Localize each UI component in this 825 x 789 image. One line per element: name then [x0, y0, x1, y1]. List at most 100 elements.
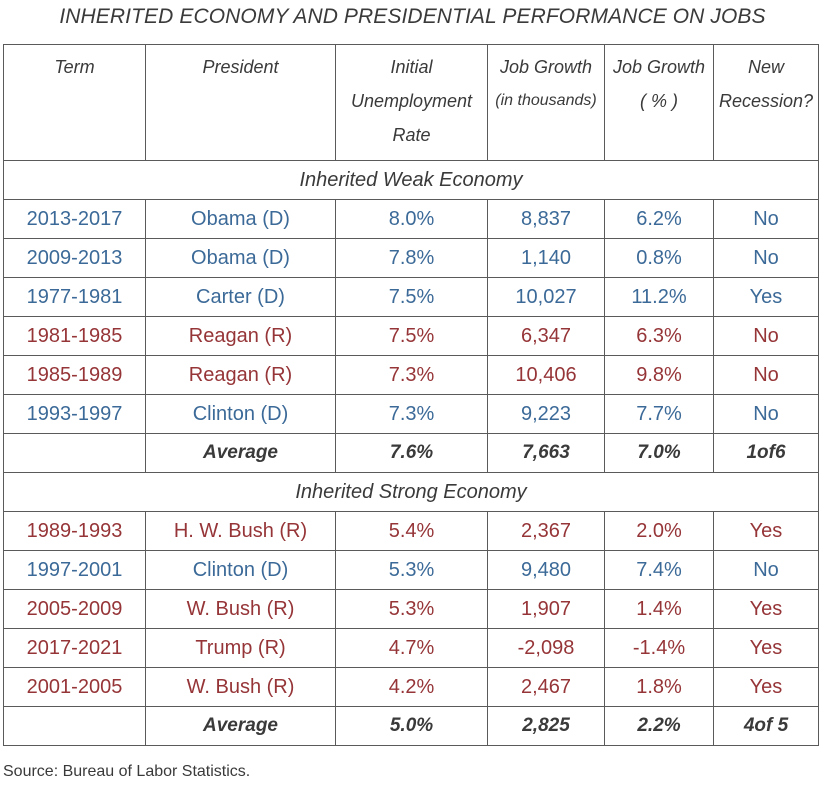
- term-cell: 2017-2021: [3, 628, 146, 668]
- recession-cell: Yes: [713, 277, 819, 317]
- header-job-growth-abs: Job Growth (in thousands): [487, 44, 605, 161]
- term-cell: 2013-2017: [3, 199, 146, 239]
- job-growth-pct-cell: 9.8%: [604, 355, 714, 395]
- president-cell: Clinton (D): [145, 394, 336, 434]
- unemployment-cell: 8.0%: [335, 199, 488, 239]
- job-growth-pct-cell: 7.7%: [604, 394, 714, 434]
- unemployment-cell: 7.3%: [335, 394, 488, 434]
- unemployment-cell: 5.3%: [335, 550, 488, 590]
- section-label: Inherited Strong Economy: [3, 472, 819, 512]
- average-job-growth-pct: 7.0%: [604, 433, 714, 473]
- president-cell: W. Bush (R): [145, 667, 336, 707]
- header-unemployment: Initial Unemployment Rate: [335, 44, 488, 161]
- table-row: 2017-2021 Trump (R) 4.7% -2,098 -1.4% Yes: [3, 628, 819, 668]
- average-empty-cell: [3, 706, 146, 746]
- average-recession: 4of 5: [713, 706, 819, 746]
- president-cell: Trump (R): [145, 628, 336, 668]
- recession-cell: No: [713, 238, 819, 278]
- term-cell: 1977-1981: [3, 277, 146, 317]
- average-label: Average: [145, 706, 336, 746]
- unemployment-cell: 4.7%: [335, 628, 488, 668]
- job-growth-cell: 10,027: [487, 277, 605, 317]
- recession-cell: Yes: [713, 589, 819, 629]
- term-cell: 1997-2001: [3, 550, 146, 590]
- job-growth-pct-cell: 6.3%: [604, 316, 714, 356]
- average-empty-cell: [3, 433, 146, 473]
- president-cell: Carter (D): [145, 277, 336, 317]
- header-recession-line-2: Recession?: [718, 91, 814, 111]
- table-row: 2001-2005 W. Bush (R) 4.2% 2,467 1.8% Yes: [3, 667, 819, 707]
- average-job-growth: 7,663: [487, 433, 605, 473]
- job-growth-cell: 10,406: [487, 355, 605, 395]
- president-cell: Obama (D): [145, 199, 336, 239]
- recession-cell: Yes: [713, 667, 819, 707]
- section-header-row: Inherited Strong Economy: [3, 472, 819, 512]
- table-row: 1993-1997 Clinton (D) 7.3% 9,223 7.7% No: [3, 394, 819, 434]
- average-row: Average 7.6% 7,663 7.0% 1of6: [3, 433, 819, 473]
- president-cell: H. W. Bush (R): [145, 511, 336, 551]
- table-row: 1977-1981 Carter (D) 7.5% 10,027 11.2% Yes: [3, 277, 819, 317]
- recession-cell: No: [713, 316, 819, 356]
- term-cell: 1993-1997: [3, 394, 146, 434]
- header-job-growth-abs-line-1: Job Growth: [499, 57, 593, 77]
- president-cell: W. Bush (R): [145, 589, 336, 629]
- president-cell: Reagan (R): [145, 355, 336, 395]
- section-label: Inherited Weak Economy: [3, 160, 819, 200]
- unemployment-cell: 7.8%: [335, 238, 488, 278]
- job-growth-pct-cell: 11.2%: [604, 277, 714, 317]
- table-row: 1985-1989 Reagan (R) 7.3% 10,406 9.8% No: [3, 355, 819, 395]
- header-president: President: [145, 44, 336, 161]
- job-growth-pct-cell: 6.2%: [604, 199, 714, 239]
- header-recession-line-1: New: [747, 57, 784, 77]
- table-body: Inherited Weak Economy 2013-2017 Obama (D)…: [3, 160, 819, 746]
- term-cell: 1981-1985: [3, 316, 146, 356]
- job-growth-cell: 2,367: [487, 511, 605, 551]
- header-recession: New Recession?: [713, 44, 819, 161]
- table-row: 1989-1993 H. W. Bush (R) 5.4% 2,367 2.0% Yes: [3, 511, 819, 551]
- average-row: Average 5.0% 2,825 2.2% 4of 5: [3, 706, 819, 746]
- job-growth-cell: -2,098: [487, 628, 605, 668]
- recession-cell: Yes: [713, 628, 819, 668]
- unemployment-cell: 7.5%: [335, 277, 488, 317]
- unemployment-cell: 4.2%: [335, 667, 488, 707]
- header-president-line: President: [202, 57, 279, 77]
- job-growth-cell: 2,467: [487, 667, 605, 707]
- term-cell: 2001-2005: [3, 667, 146, 707]
- president-cell: Clinton (D): [145, 550, 336, 590]
- term-cell: 2005-2009: [3, 589, 146, 629]
- source-note: Source: Bureau of Labor Statistics.: [3, 763, 251, 780]
- recession-cell: No: [713, 394, 819, 434]
- job-growth-pct-cell: 0.8%: [604, 238, 714, 278]
- unemployment-cell: 7.3%: [335, 355, 488, 395]
- table-row: 2009-2013 Obama (D) 7.8% 1,140 0.8% No: [3, 238, 819, 278]
- header-job-growth-abs-line-2: (in thousands): [495, 92, 597, 109]
- term-cell: 1989-1993: [3, 511, 146, 551]
- jobs-performance-table: Term President Initial Unemployment Rate…: [3, 44, 819, 746]
- job-growth-pct-cell: 2.0%: [604, 511, 714, 551]
- president-cell: Obama (D): [145, 238, 336, 278]
- president-cell: Reagan (R): [145, 316, 336, 356]
- header-unemployment-line-2: Unemployment: [350, 91, 473, 111]
- job-growth-pct-cell: 1.4%: [604, 589, 714, 629]
- term-cell: 1985-1989: [3, 355, 146, 395]
- job-growth-cell: 9,223: [487, 394, 605, 434]
- average-job-growth-pct: 2.2%: [604, 706, 714, 746]
- job-growth-cell: 8,837: [487, 199, 605, 239]
- table-row: 2013-2017 Obama (D) 8.0% 8,837 6.2% No: [3, 199, 819, 239]
- table-row: 1997-2001 Clinton (D) 5.3% 9,480 7.4% No: [3, 550, 819, 590]
- header-job-growth-pct: Job Growth ( % ): [604, 44, 714, 161]
- average-job-growth: 2,825: [487, 706, 605, 746]
- job-growth-pct-cell: 7.4%: [604, 550, 714, 590]
- table-row: 2005-2009 W. Bush (R) 5.3% 1,907 1.4% Yes: [3, 589, 819, 629]
- job-growth-cell: 9,480: [487, 550, 605, 590]
- recession-cell: Yes: [713, 511, 819, 551]
- recession-cell: No: [713, 355, 819, 395]
- header-job-growth-pct-line-2: ( % ): [640, 91, 678, 111]
- job-growth-cell: 6,347: [487, 316, 605, 356]
- header-job-growth-pct-line-1: Job Growth: [612, 57, 706, 77]
- unemployment-cell: 7.5%: [335, 316, 488, 356]
- average-unemployment: 5.0%: [335, 706, 488, 746]
- job-growth-pct-cell: -1.4%: [604, 628, 714, 668]
- header-unemployment-line-1: Initial: [390, 57, 433, 77]
- average-label: Average: [145, 433, 336, 473]
